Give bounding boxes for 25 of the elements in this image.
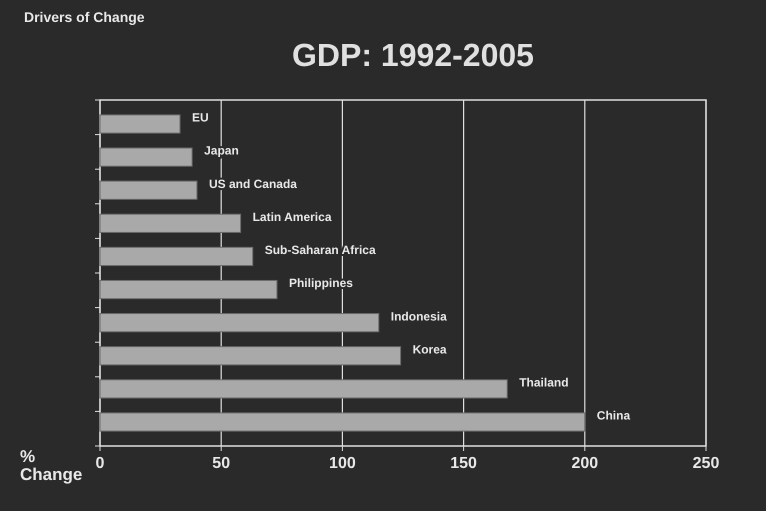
bar (100, 280, 278, 300)
bar (100, 313, 380, 332)
bar (100, 379, 508, 398)
x-tick-label: 150 (450, 455, 478, 472)
text: Drivers of Change (24, 9, 145, 25)
x-tick-label: 200 (571, 455, 598, 472)
y-tick-label: Korea (412, 342, 447, 356)
chart-title: GDP: 1992-2005 (292, 37, 534, 73)
bar (100, 246, 254, 266)
bar (100, 412, 586, 432)
bar (100, 346, 402, 366)
bar (100, 214, 242, 233)
y-tick-label: Thailand (519, 375, 569, 390)
bar (100, 114, 180, 134)
bar (100, 148, 193, 167)
x-tick-label: 100 (329, 455, 356, 472)
y-tick-label: Latin America (252, 210, 332, 224)
y-tick-label: China (596, 408, 630, 423)
x-tick-label: 250 (692, 455, 720, 472)
y-tick-label: Indonesia (390, 309, 448, 324)
x-axis-title: % Change (20, 447, 82, 484)
x-tick-label: 0 (96, 455, 105, 472)
y-tick-label: EU (192, 110, 209, 125)
x-tick-label: 50 (212, 455, 230, 472)
bar (100, 180, 198, 200)
